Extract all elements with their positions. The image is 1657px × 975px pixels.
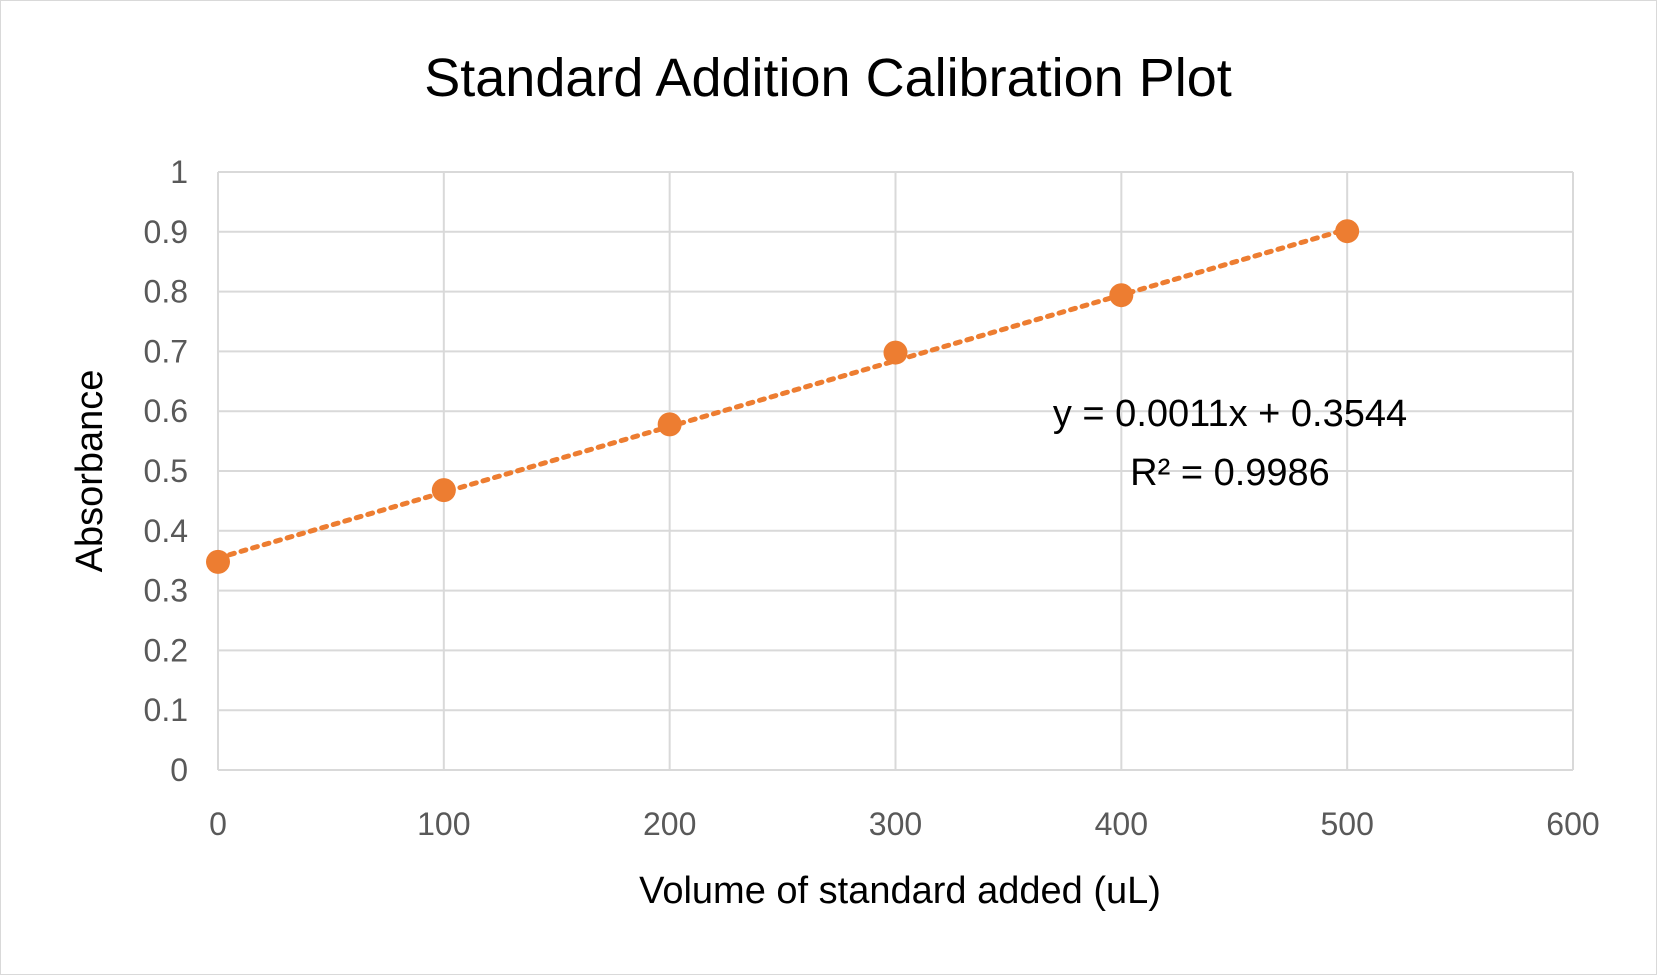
x-tick-label: 400 xyxy=(1095,806,1148,842)
y-tick-label: 0.5 xyxy=(144,453,188,489)
trendline xyxy=(215,226,1350,561)
y-tick-label: 0.8 xyxy=(144,274,188,310)
x-tick-label: 500 xyxy=(1320,806,1373,842)
x-tick-label: 100 xyxy=(417,806,470,842)
trendline-equation: y = 0.0011x + 0.3544 xyxy=(1053,393,1407,435)
x-tick-label: 300 xyxy=(869,806,922,842)
data-point xyxy=(1109,283,1134,308)
data-point xyxy=(883,340,908,365)
y-tick-label: 0.4 xyxy=(144,513,188,549)
data-point xyxy=(206,549,230,574)
y-tick-label: 0.1 xyxy=(144,692,188,728)
y-tick-label: 0.2 xyxy=(144,632,188,668)
x-axis-title: Volume of standard added (uL) xyxy=(639,870,1161,912)
grid-lines xyxy=(217,171,1574,771)
chart-title: Standard Addition Calibration Plot xyxy=(424,48,1232,108)
data-point xyxy=(431,478,456,503)
r-squared-label: R² = 0.9986 xyxy=(1130,452,1330,494)
y-tick-label: 0.3 xyxy=(144,573,188,609)
x-tick-labels: 0 100 200 300 400 500 600 xyxy=(209,806,1600,842)
data-point xyxy=(657,412,682,437)
y-tick-label: 0 xyxy=(170,752,188,788)
x-tick-label: 0 xyxy=(209,806,227,842)
y-axis-title: Absorbance xyxy=(69,370,111,573)
y-tick-label: 0.9 xyxy=(144,214,188,250)
y-tick-label: 1 xyxy=(170,154,188,190)
data-points xyxy=(206,219,1360,574)
y-tick-label: 0.6 xyxy=(144,393,188,429)
x-tick-label: 600 xyxy=(1546,806,1599,842)
data-point xyxy=(1335,219,1360,244)
y-tick-label: 0.7 xyxy=(144,333,188,369)
x-tick-label: 200 xyxy=(643,806,696,842)
y-tick-labels: 0 0.1 0.2 0.3 0.4 0.5 0.6 0.7 0.8 0.9 1 xyxy=(144,154,188,788)
